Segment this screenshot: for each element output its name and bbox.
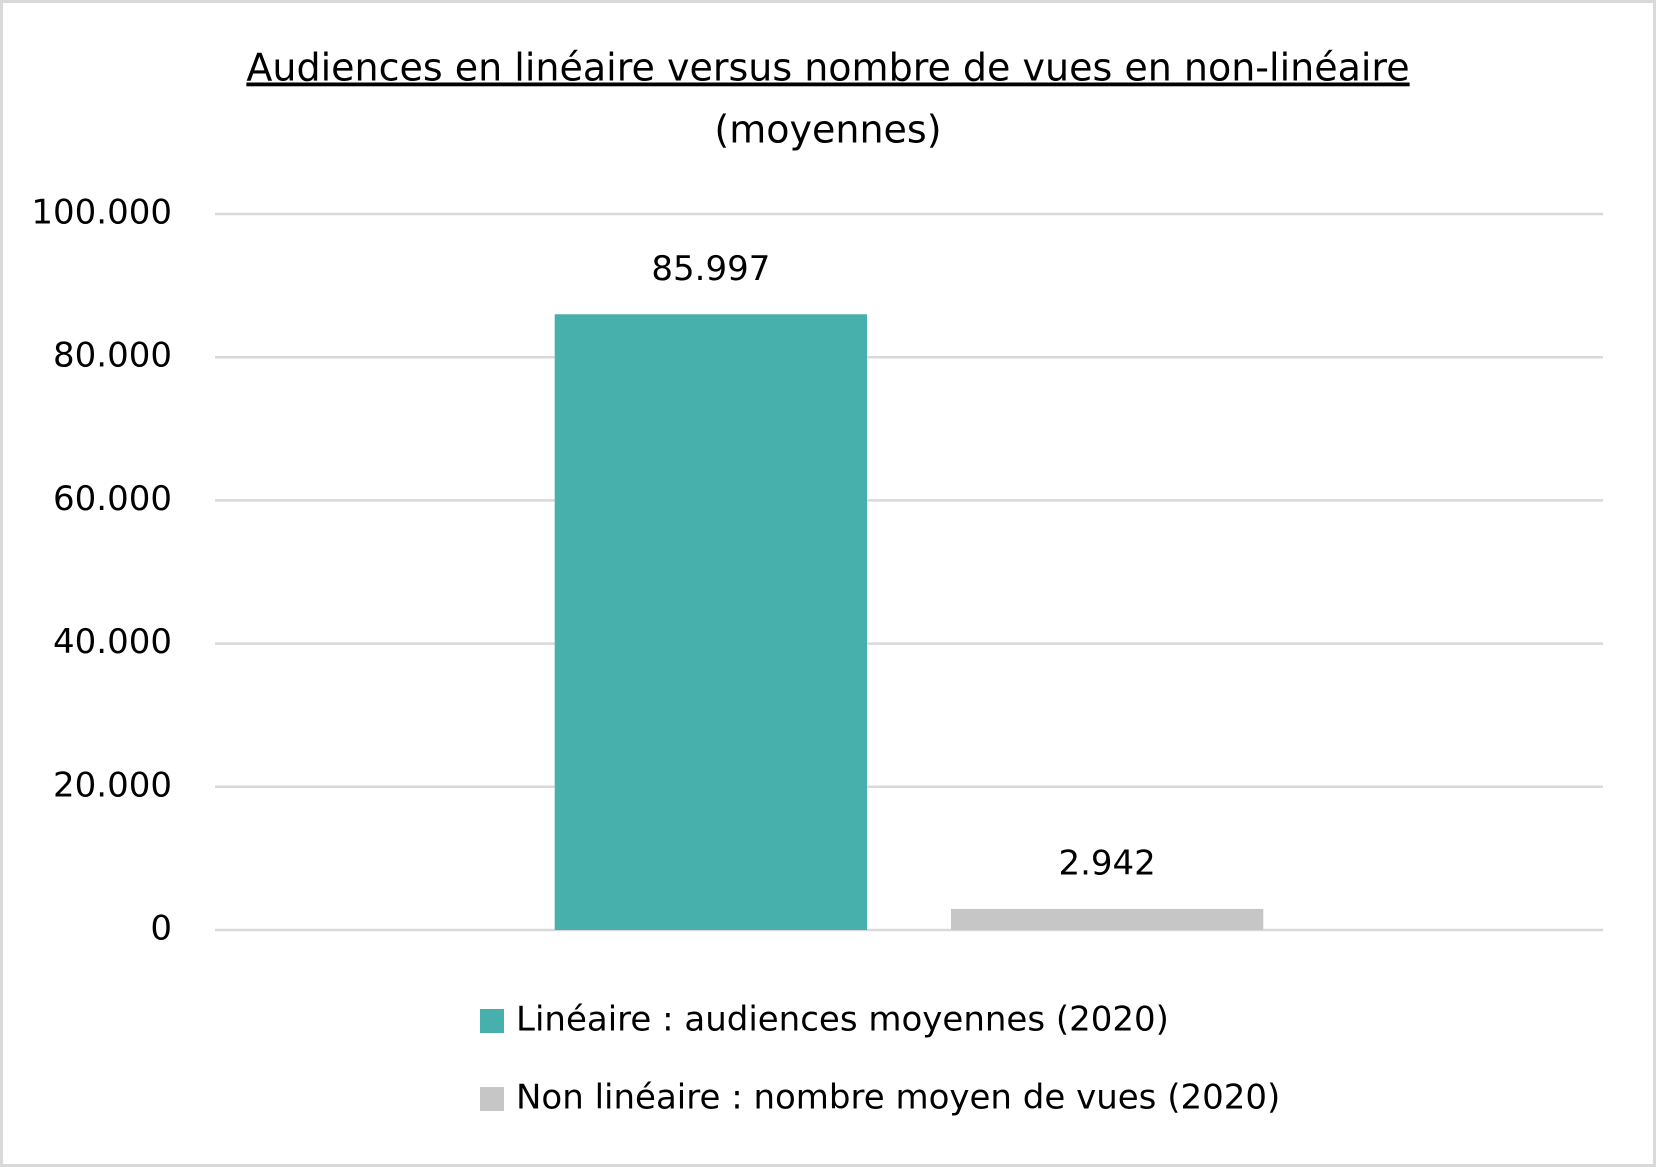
legend-label: Non linéaire : nombre moyen de vues (202… xyxy=(516,1078,1280,1118)
bar xyxy=(950,908,1264,930)
data-label: 2.942 xyxy=(1058,843,1155,883)
y-tick-label: 80.000 xyxy=(53,336,172,376)
y-tick-label: 100.000 xyxy=(31,193,172,233)
bar xyxy=(554,314,868,930)
legend-label: Linéaire : audiences moyennes (2020) xyxy=(516,1000,1169,1040)
legend-swatch xyxy=(480,1087,504,1111)
y-tick-label: 20.000 xyxy=(53,765,172,805)
chart-subtitle: (moyennes) xyxy=(714,108,941,152)
y-tick-label: 60.000 xyxy=(53,479,172,519)
y-tick-label: 0 xyxy=(150,909,172,949)
data-label: 85.997 xyxy=(651,249,770,289)
y-tick-label: 40.000 xyxy=(53,622,172,662)
legend-swatch xyxy=(480,1009,504,1033)
chart-title: Audiences en linéaire versus nombre de v… xyxy=(246,46,1409,90)
